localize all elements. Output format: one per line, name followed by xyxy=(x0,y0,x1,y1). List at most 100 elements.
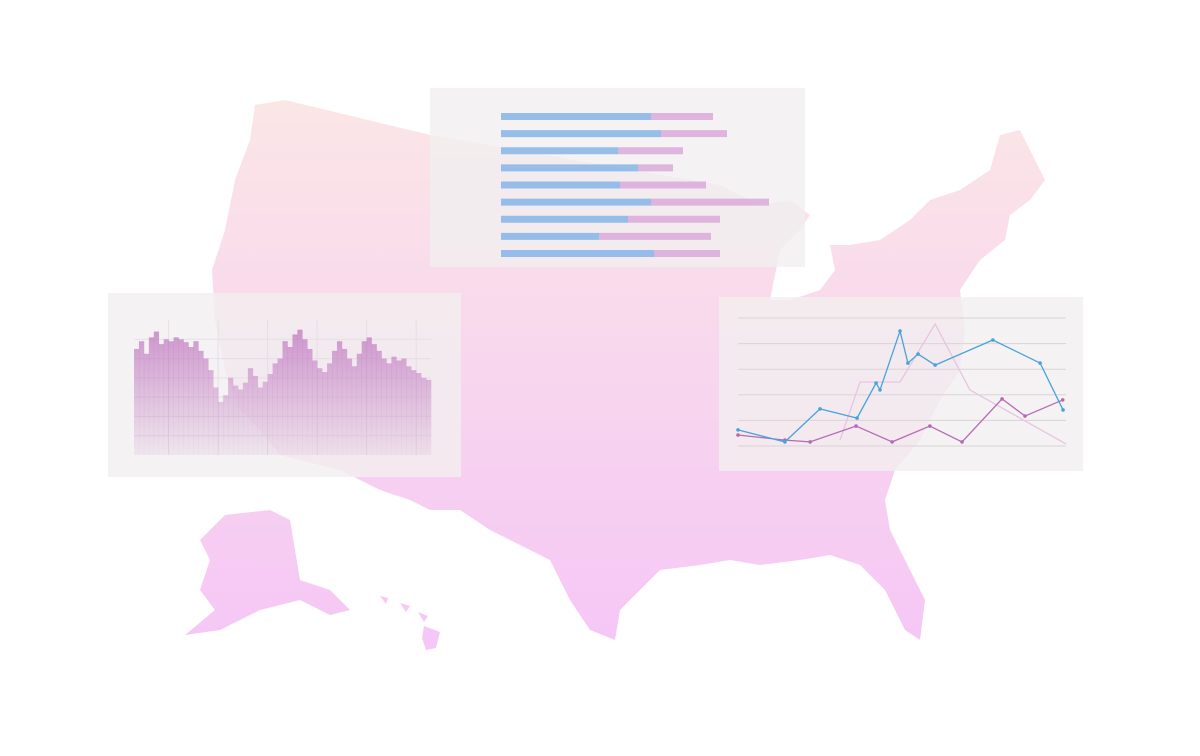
line-point xyxy=(736,428,740,432)
line-point xyxy=(854,424,858,428)
histogram-bar xyxy=(421,377,427,455)
histogram-bar xyxy=(371,344,377,455)
histogram-bar xyxy=(287,347,293,455)
bar-segment xyxy=(501,130,661,138)
histogram-bar xyxy=(341,348,348,455)
bar-segment xyxy=(651,198,769,206)
line-point xyxy=(878,388,882,392)
histogram-bar xyxy=(297,329,303,455)
line-point xyxy=(874,381,878,385)
histogram-bar xyxy=(228,377,234,455)
line-panel xyxy=(719,297,1083,471)
histogram-bar xyxy=(218,401,224,455)
contiguous-us xyxy=(212,100,1045,640)
histogram-bar xyxy=(213,387,219,455)
bar-segment xyxy=(651,113,713,120)
line-point xyxy=(906,361,910,365)
histogram-bar xyxy=(332,350,338,455)
histogram-bar xyxy=(396,360,402,455)
line-point xyxy=(1023,414,1027,418)
histogram-bar xyxy=(168,341,174,455)
histogram-bar xyxy=(173,337,179,455)
histogram-bar xyxy=(317,368,323,455)
histogram-bar xyxy=(134,348,140,455)
histogram-bar xyxy=(351,366,358,455)
histogram-bar xyxy=(366,337,372,455)
histogram-bar xyxy=(237,389,244,455)
histogram-bar xyxy=(188,347,194,455)
histogram-bar xyxy=(336,341,343,455)
histogram-bar xyxy=(203,358,209,455)
bar-segment xyxy=(501,250,654,257)
line-point xyxy=(808,440,812,444)
bar-segment xyxy=(501,164,638,172)
line-point xyxy=(783,440,787,444)
bar-segment xyxy=(501,147,618,155)
line-point xyxy=(916,352,920,356)
histogram-bar xyxy=(292,334,298,455)
bar-segment xyxy=(654,250,720,257)
histogram-bar xyxy=(406,366,412,455)
line-point xyxy=(933,363,937,367)
bar-segment xyxy=(501,198,651,206)
line-point xyxy=(898,329,902,333)
histogram-bar xyxy=(381,358,387,455)
histogram-bar xyxy=(302,339,308,455)
bar-segment xyxy=(620,181,706,189)
histogram-bar xyxy=(267,374,273,455)
line-point xyxy=(1038,361,1042,365)
histogram-bar xyxy=(322,372,328,455)
line-point xyxy=(960,440,964,444)
histogram-bar xyxy=(361,341,367,455)
line-point xyxy=(855,416,859,420)
histogram-bar xyxy=(257,387,263,455)
line-point xyxy=(1061,408,1065,412)
hawaii xyxy=(380,596,440,650)
histogram-bar xyxy=(163,339,169,455)
bar-segment xyxy=(501,181,620,189)
histogram-bar xyxy=(242,382,249,455)
histogram-bar xyxy=(327,363,333,455)
bar-segment xyxy=(628,215,720,223)
histogram-bar xyxy=(143,353,150,455)
line-point xyxy=(991,338,995,342)
histogram-bar xyxy=(416,373,422,455)
histogram-bar xyxy=(138,341,145,455)
line-point xyxy=(1000,397,1004,401)
bar-segment xyxy=(661,130,727,138)
bar-segment xyxy=(599,232,711,240)
alaska xyxy=(185,510,350,635)
histogram-bar xyxy=(356,353,362,455)
histogram-bar xyxy=(282,341,288,455)
histogram-bar xyxy=(376,350,382,455)
histogram-bar xyxy=(312,360,318,455)
histogram-bar xyxy=(193,341,199,455)
line-point xyxy=(928,424,932,428)
histogram-bar xyxy=(208,370,214,455)
line-point xyxy=(1060,398,1065,402)
histogram-bar xyxy=(272,363,278,455)
histogram-bar xyxy=(158,344,164,455)
line-point xyxy=(890,440,894,444)
histogram-bar xyxy=(411,370,417,455)
bar-segment xyxy=(501,232,599,240)
histogram-bar xyxy=(223,395,229,455)
histogram-bar xyxy=(391,356,397,455)
histogram-bar xyxy=(153,331,160,455)
histogram-bar xyxy=(386,363,392,455)
line-point xyxy=(736,433,740,437)
histogram-bar xyxy=(307,348,313,455)
histogram-bar xyxy=(198,350,204,455)
histogram-bar xyxy=(277,358,283,455)
histogram-bar xyxy=(178,339,184,455)
bar-segment xyxy=(501,215,628,223)
bar-segment xyxy=(638,164,673,172)
histogram-bar xyxy=(247,368,254,455)
histogram-bar xyxy=(183,342,189,455)
histogram-bar xyxy=(401,358,407,455)
bar-segment xyxy=(501,113,651,120)
histogram-bar xyxy=(262,381,268,455)
line-point xyxy=(818,407,822,411)
histogram-bar xyxy=(148,337,155,455)
